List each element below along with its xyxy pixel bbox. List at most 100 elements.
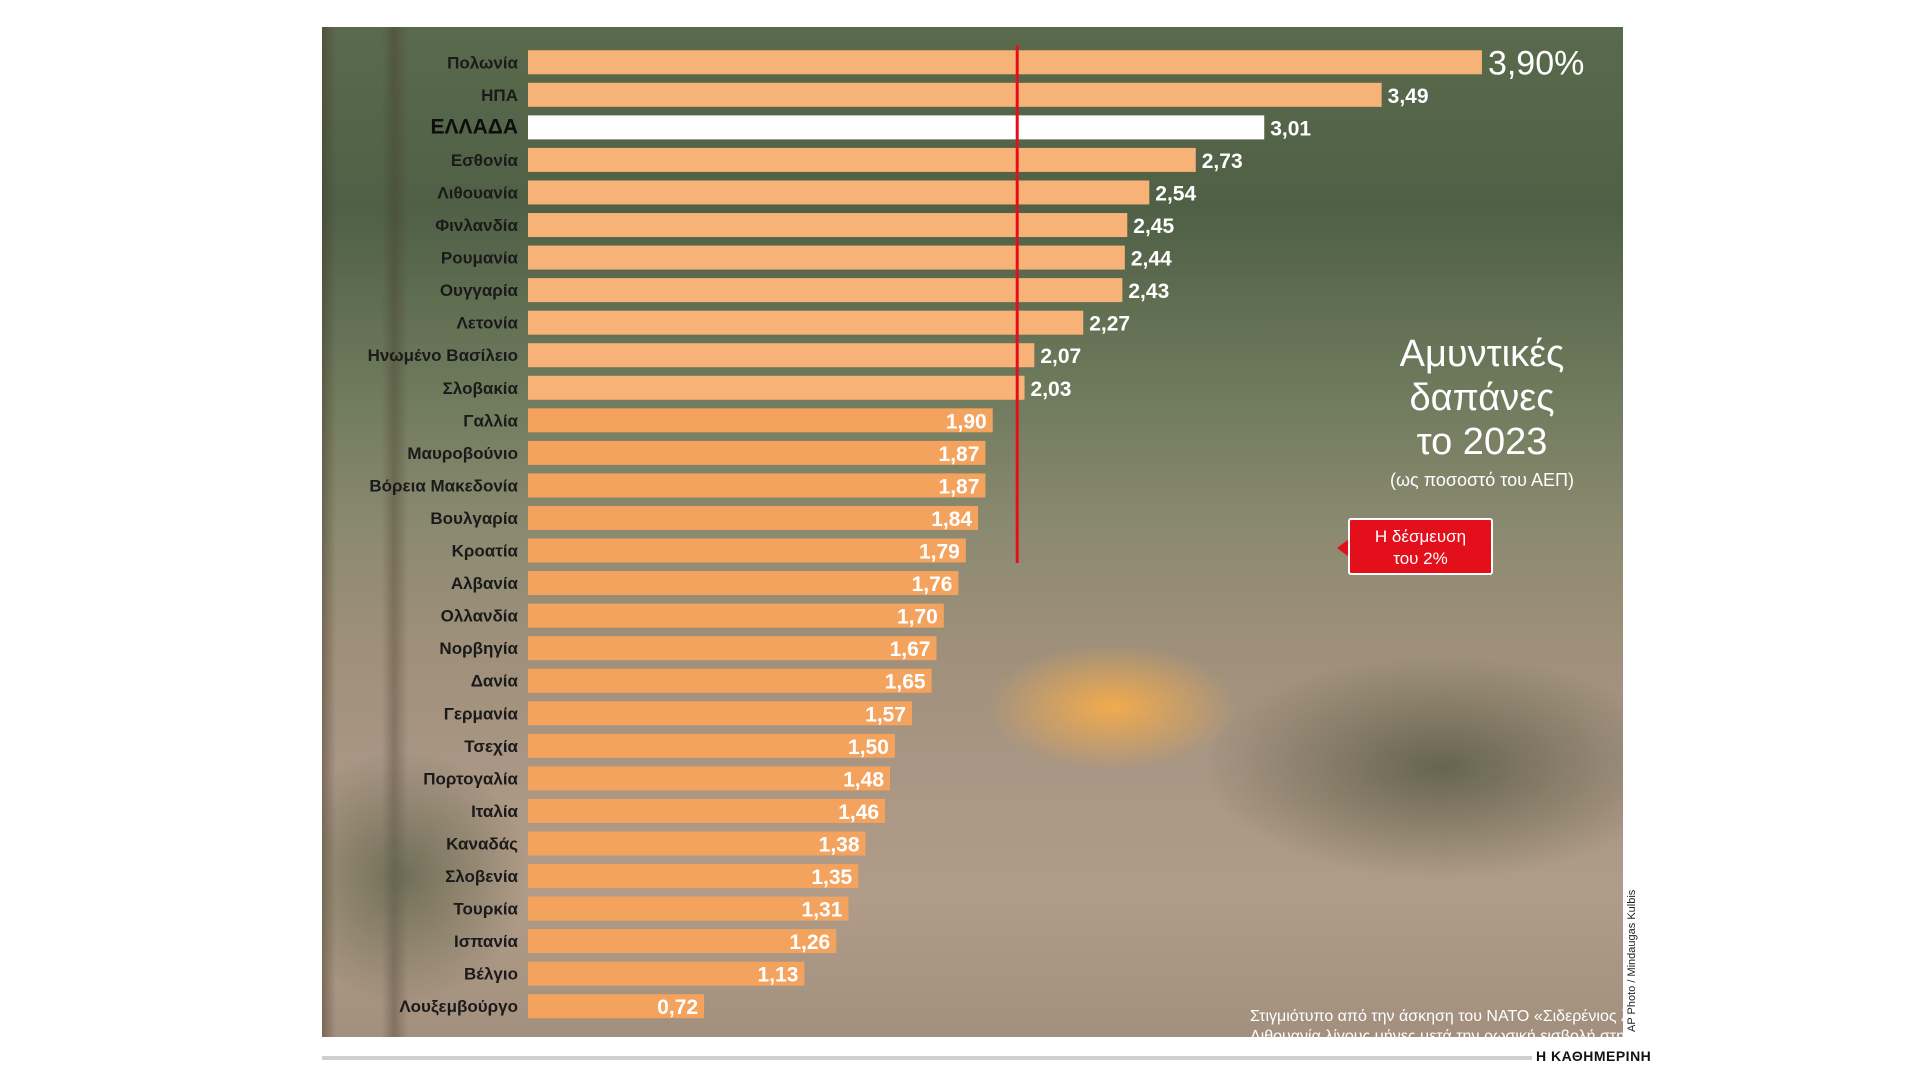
value-label-16: 1,76 (912, 573, 953, 596)
bar-21 (528, 733, 895, 758)
category-label-17: Ολλανδία (441, 607, 519, 626)
value-label-19: 1,65 (885, 671, 926, 694)
photo-caption: Στιγμιότυπο από την άσκηση του ΝΑΤΟ «Σιδ… (1250, 1008, 1623, 1037)
bar-14 (528, 505, 979, 530)
category-label-23: Ιταλία (471, 802, 518, 821)
value-label-13: 1,87 (939, 475, 980, 498)
bar-19 (528, 668, 932, 693)
value-label-9: 2,07 (1040, 345, 1081, 368)
value-label-3: 2,73 (1202, 150, 1243, 173)
value-label-17: 1,70 (897, 606, 938, 629)
bar-8 (528, 310, 1084, 335)
value-label-23: 1,46 (838, 801, 879, 824)
publisher-logo: Η ΚΑΘΗΜΕΡΙΝΗ (1536, 1048, 1652, 1064)
value-label-20: 1,57 (865, 703, 906, 726)
category-label-28: Βέλγιο (464, 965, 518, 984)
value-label-25: 1,35 (811, 866, 852, 889)
bar-12 (528, 440, 986, 465)
bar-2 (528, 115, 1265, 140)
bar-16 (528, 571, 959, 596)
bar-25 (528, 864, 859, 889)
bar-27 (528, 929, 837, 954)
value-label-22: 1,48 (843, 768, 884, 791)
value-label-2: 3,01 (1270, 117, 1311, 140)
category-label-9: Ηνωμένο Βασίλειο (368, 346, 518, 365)
chart-title-line1: Αμυντικές δαπάνες (1399, 333, 1565, 419)
bar-7 (528, 278, 1123, 303)
category-label-13: Βόρεια Μακεδονία (369, 476, 518, 495)
value-label-7: 2,43 (1128, 280, 1169, 303)
category-label-1: ΗΠΑ (481, 86, 518, 105)
category-label-29: Λουξεμβούργο (399, 997, 518, 1016)
bar-3 (528, 147, 1196, 172)
value-label-8: 2,27 (1089, 313, 1130, 336)
category-label-27: Ισπανία (454, 932, 519, 951)
chart-title: Αμυντικές δαπάνες το 2023 (1322, 332, 1623, 464)
category-label-2: ΕΛΛΑΔΑ (431, 115, 518, 138)
value-label-6: 2,44 (1131, 248, 1172, 271)
category-label-24: Καναδάς (446, 834, 518, 853)
bar-20 (528, 701, 913, 726)
category-label-25: Σλοβενία (445, 867, 518, 886)
bar-5 (528, 213, 1128, 238)
category-label-4: Λιθουανία (437, 183, 518, 202)
category-label-3: Εσθονία (451, 151, 519, 170)
chart-subtitle: (ως ποσοστό του ΑΕΠ) (1390, 470, 1574, 490)
value-label-1: 3,49 (1388, 85, 1429, 108)
value-label-27: 1,26 (789, 931, 830, 954)
bar-13 (528, 473, 986, 498)
bar-15 (528, 538, 966, 563)
category-label-16: Αλβανία (451, 574, 519, 593)
value-label-5: 2,45 (1133, 215, 1174, 238)
bottom-rule (322, 1056, 1532, 1060)
value-label-10: 2,03 (1031, 378, 1072, 401)
bar-6 (528, 245, 1125, 270)
bar-1 (528, 82, 1382, 107)
bar-26 (528, 896, 849, 921)
callout-line2: του 2% (1393, 549, 1448, 568)
value-label-24: 1,38 (819, 833, 860, 856)
category-label-11: Γαλλία (463, 411, 518, 430)
callout-pointer (1337, 539, 1349, 557)
bar-11 (528, 408, 993, 433)
chart-title-line2: το 2023 (1416, 421, 1548, 463)
bar-18 (528, 636, 937, 661)
category-label-7: Ουγγαρία (440, 281, 519, 300)
bar-17 (528, 603, 944, 628)
bar-29 (528, 994, 705, 1019)
category-label-18: Νορβηγία (439, 639, 518, 658)
category-label-26: Τουρκία (453, 900, 518, 919)
callout-line1: Η δέσμευση (1374, 527, 1467, 546)
commitment-callout: Η δέσμευση του 2% (1348, 518, 1493, 575)
bar-9 (528, 343, 1035, 368)
category-label-12: Μαυροβούνιο (407, 444, 518, 463)
bar-chart: Πολωνία 3,90% ΗΠΑ 3,49 ΕΛΛΑΔΑ 3,01 Εσθονία 2,73… (368, 44, 1585, 1019)
category-label-10: Σλοβακία (443, 379, 519, 398)
category-label-15: Κροατία (452, 542, 519, 561)
photo-credit: AP Photo / Mindaugas Kulbis (1626, 889, 1638, 1032)
value-label-15: 1,79 (919, 541, 960, 564)
value-label-18: 1,67 (890, 638, 931, 661)
value-label-14: 1,84 (931, 508, 972, 531)
bar-24 (528, 831, 866, 856)
value-label-28: 1,13 (758, 964, 799, 987)
category-label-20: Γερμανία (444, 704, 519, 723)
bar-0 (528, 50, 1482, 75)
category-label-21: Τσεχία (464, 737, 518, 756)
category-label-19: Δανία (471, 672, 519, 691)
category-label-22: Πορτογαλία (423, 769, 518, 788)
value-label-26: 1,31 (802, 899, 843, 922)
category-label-14: Βουλγαρία (430, 509, 518, 528)
value-label-4: 2,54 (1155, 182, 1196, 205)
bar-4 (528, 180, 1150, 205)
value-label-12: 1,87 (939, 443, 980, 466)
category-label-6: Ρουμανία (441, 249, 519, 268)
bar-28 (528, 961, 805, 986)
chart-title-block: Αμυντικές δαπάνες το 2023 (ως ποσοστό το… (1322, 332, 1623, 491)
category-label-8: Λετονία (456, 314, 518, 333)
value-label-29: 0,72 (657, 996, 698, 1019)
value-label-11: 1,90 (946, 410, 987, 433)
category-label-0: Πολωνία (447, 53, 518, 72)
value-label-21: 1,50 (848, 736, 889, 759)
bar-22 (528, 766, 891, 791)
